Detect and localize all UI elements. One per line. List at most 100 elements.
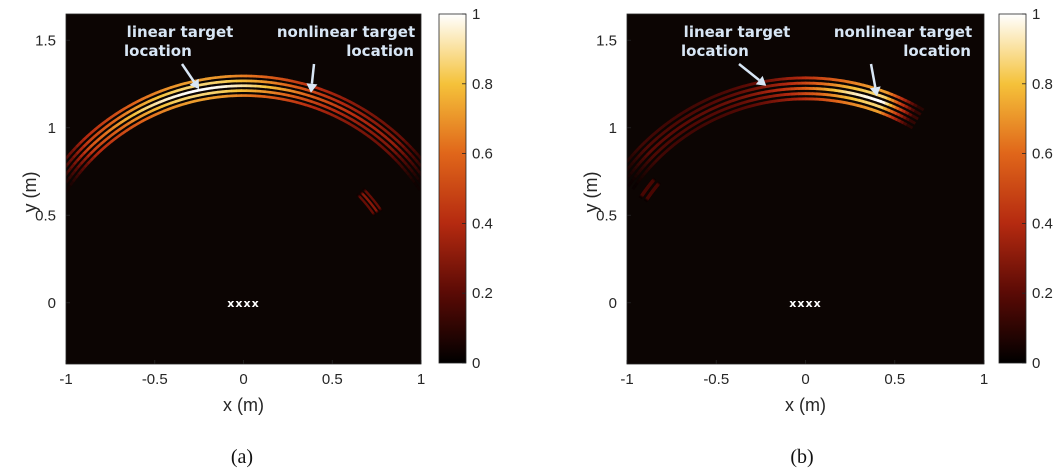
arc-segment xyxy=(907,118,913,123)
arc-segment xyxy=(199,77,206,82)
arc-segment xyxy=(327,111,334,117)
arc-segment xyxy=(308,94,315,99)
arc-segment xyxy=(654,149,660,155)
arc-segment xyxy=(846,85,852,90)
arc-segment xyxy=(391,128,398,135)
annotation-arrow-shaft xyxy=(738,63,760,82)
arc-segment xyxy=(653,158,659,164)
arc-segment xyxy=(750,92,755,97)
arc-segment xyxy=(898,96,904,101)
arc-segment xyxy=(261,75,268,79)
arc-segment xyxy=(669,144,674,150)
arc-segment xyxy=(121,111,128,117)
arc-segment xyxy=(646,166,652,171)
arc-segment xyxy=(862,83,868,88)
arc-segment xyxy=(188,95,195,99)
arc-segment xyxy=(305,88,312,93)
arc-segment xyxy=(651,146,657,152)
arc-segment xyxy=(856,92,861,97)
arc-segment xyxy=(279,92,285,96)
arc-segment xyxy=(651,160,657,166)
arc-segment xyxy=(837,94,842,99)
arc-segment xyxy=(700,99,706,104)
arc-segment xyxy=(890,104,896,109)
arc-segment xyxy=(622,174,625,177)
arc-segment xyxy=(284,88,291,93)
arc-segment xyxy=(858,82,864,87)
arc-segment xyxy=(891,93,897,98)
arc-segment xyxy=(686,112,692,118)
arc-segment xyxy=(413,181,419,187)
arc-segment xyxy=(300,86,307,91)
arc-segment xyxy=(359,129,366,135)
arc-segment xyxy=(727,105,733,110)
arc-segment xyxy=(730,103,736,109)
arc-segment xyxy=(270,86,276,90)
arc-segment xyxy=(725,100,731,105)
arc-segment xyxy=(216,90,223,94)
arc-segment xyxy=(337,100,344,106)
arc-segment xyxy=(721,90,727,95)
arc-segment xyxy=(661,123,667,129)
arc-segment xyxy=(685,119,691,125)
arc-segment xyxy=(182,91,189,96)
arc-segment xyxy=(282,97,289,102)
arc-segment xyxy=(735,107,741,112)
arc-segment xyxy=(265,80,272,84)
arc-segment xyxy=(192,89,199,93)
arc-segment xyxy=(167,106,174,111)
arc-segment xyxy=(296,101,303,105)
arc-segment xyxy=(858,98,863,103)
arc-segment xyxy=(682,114,689,120)
arc-segment xyxy=(670,116,676,122)
arc-segment xyxy=(772,94,778,98)
plot-area xyxy=(627,14,984,364)
arc-segment xyxy=(909,107,916,113)
arc-segment xyxy=(288,94,295,98)
y-tick-label: 0 xyxy=(609,295,617,312)
arc-segment xyxy=(752,103,758,107)
arc-segment xyxy=(688,130,694,135)
arc-segment xyxy=(645,151,651,157)
arc-segment xyxy=(723,95,729,100)
arc-segment xyxy=(215,75,222,80)
annotation-text: linear target xyxy=(127,23,234,41)
arc-segment xyxy=(430,170,433,175)
arc-segment xyxy=(906,105,912,111)
arc-segment xyxy=(66,160,72,167)
arc-segment xyxy=(692,109,698,114)
arc-segment xyxy=(704,115,710,120)
arc-segment xyxy=(329,107,336,112)
arc-segment xyxy=(667,125,673,131)
arc-segment xyxy=(330,91,337,97)
arc-segment xyxy=(627,157,631,164)
arc-segment xyxy=(680,136,685,141)
arc-segment xyxy=(885,96,892,101)
arc-segment xyxy=(67,173,74,180)
arc-segment xyxy=(915,104,922,110)
arc-segment xyxy=(670,123,676,129)
arc-segment xyxy=(319,92,326,98)
arc-segment xyxy=(647,157,653,163)
arc-segment xyxy=(664,121,670,127)
arc-segment xyxy=(723,106,729,111)
arc-segment xyxy=(66,167,73,174)
arc-segment xyxy=(846,101,852,106)
arc-segment xyxy=(395,131,402,138)
arc-segment xyxy=(362,187,365,190)
arc-segment xyxy=(398,162,404,169)
arc-segment xyxy=(92,145,99,152)
arc-segment xyxy=(387,125,394,132)
arc-segment xyxy=(756,102,761,107)
arc-segment xyxy=(125,126,132,132)
arc-segment xyxy=(656,141,662,147)
arc-segment xyxy=(357,116,364,122)
arc-segment xyxy=(752,86,758,91)
arc-segment xyxy=(359,190,362,193)
arc-segment xyxy=(883,101,889,106)
arc-segment xyxy=(412,156,419,163)
arc-segment xyxy=(350,117,357,123)
arc-segment xyxy=(101,125,108,132)
arc-segment xyxy=(732,97,738,102)
arc-segment xyxy=(152,96,159,101)
